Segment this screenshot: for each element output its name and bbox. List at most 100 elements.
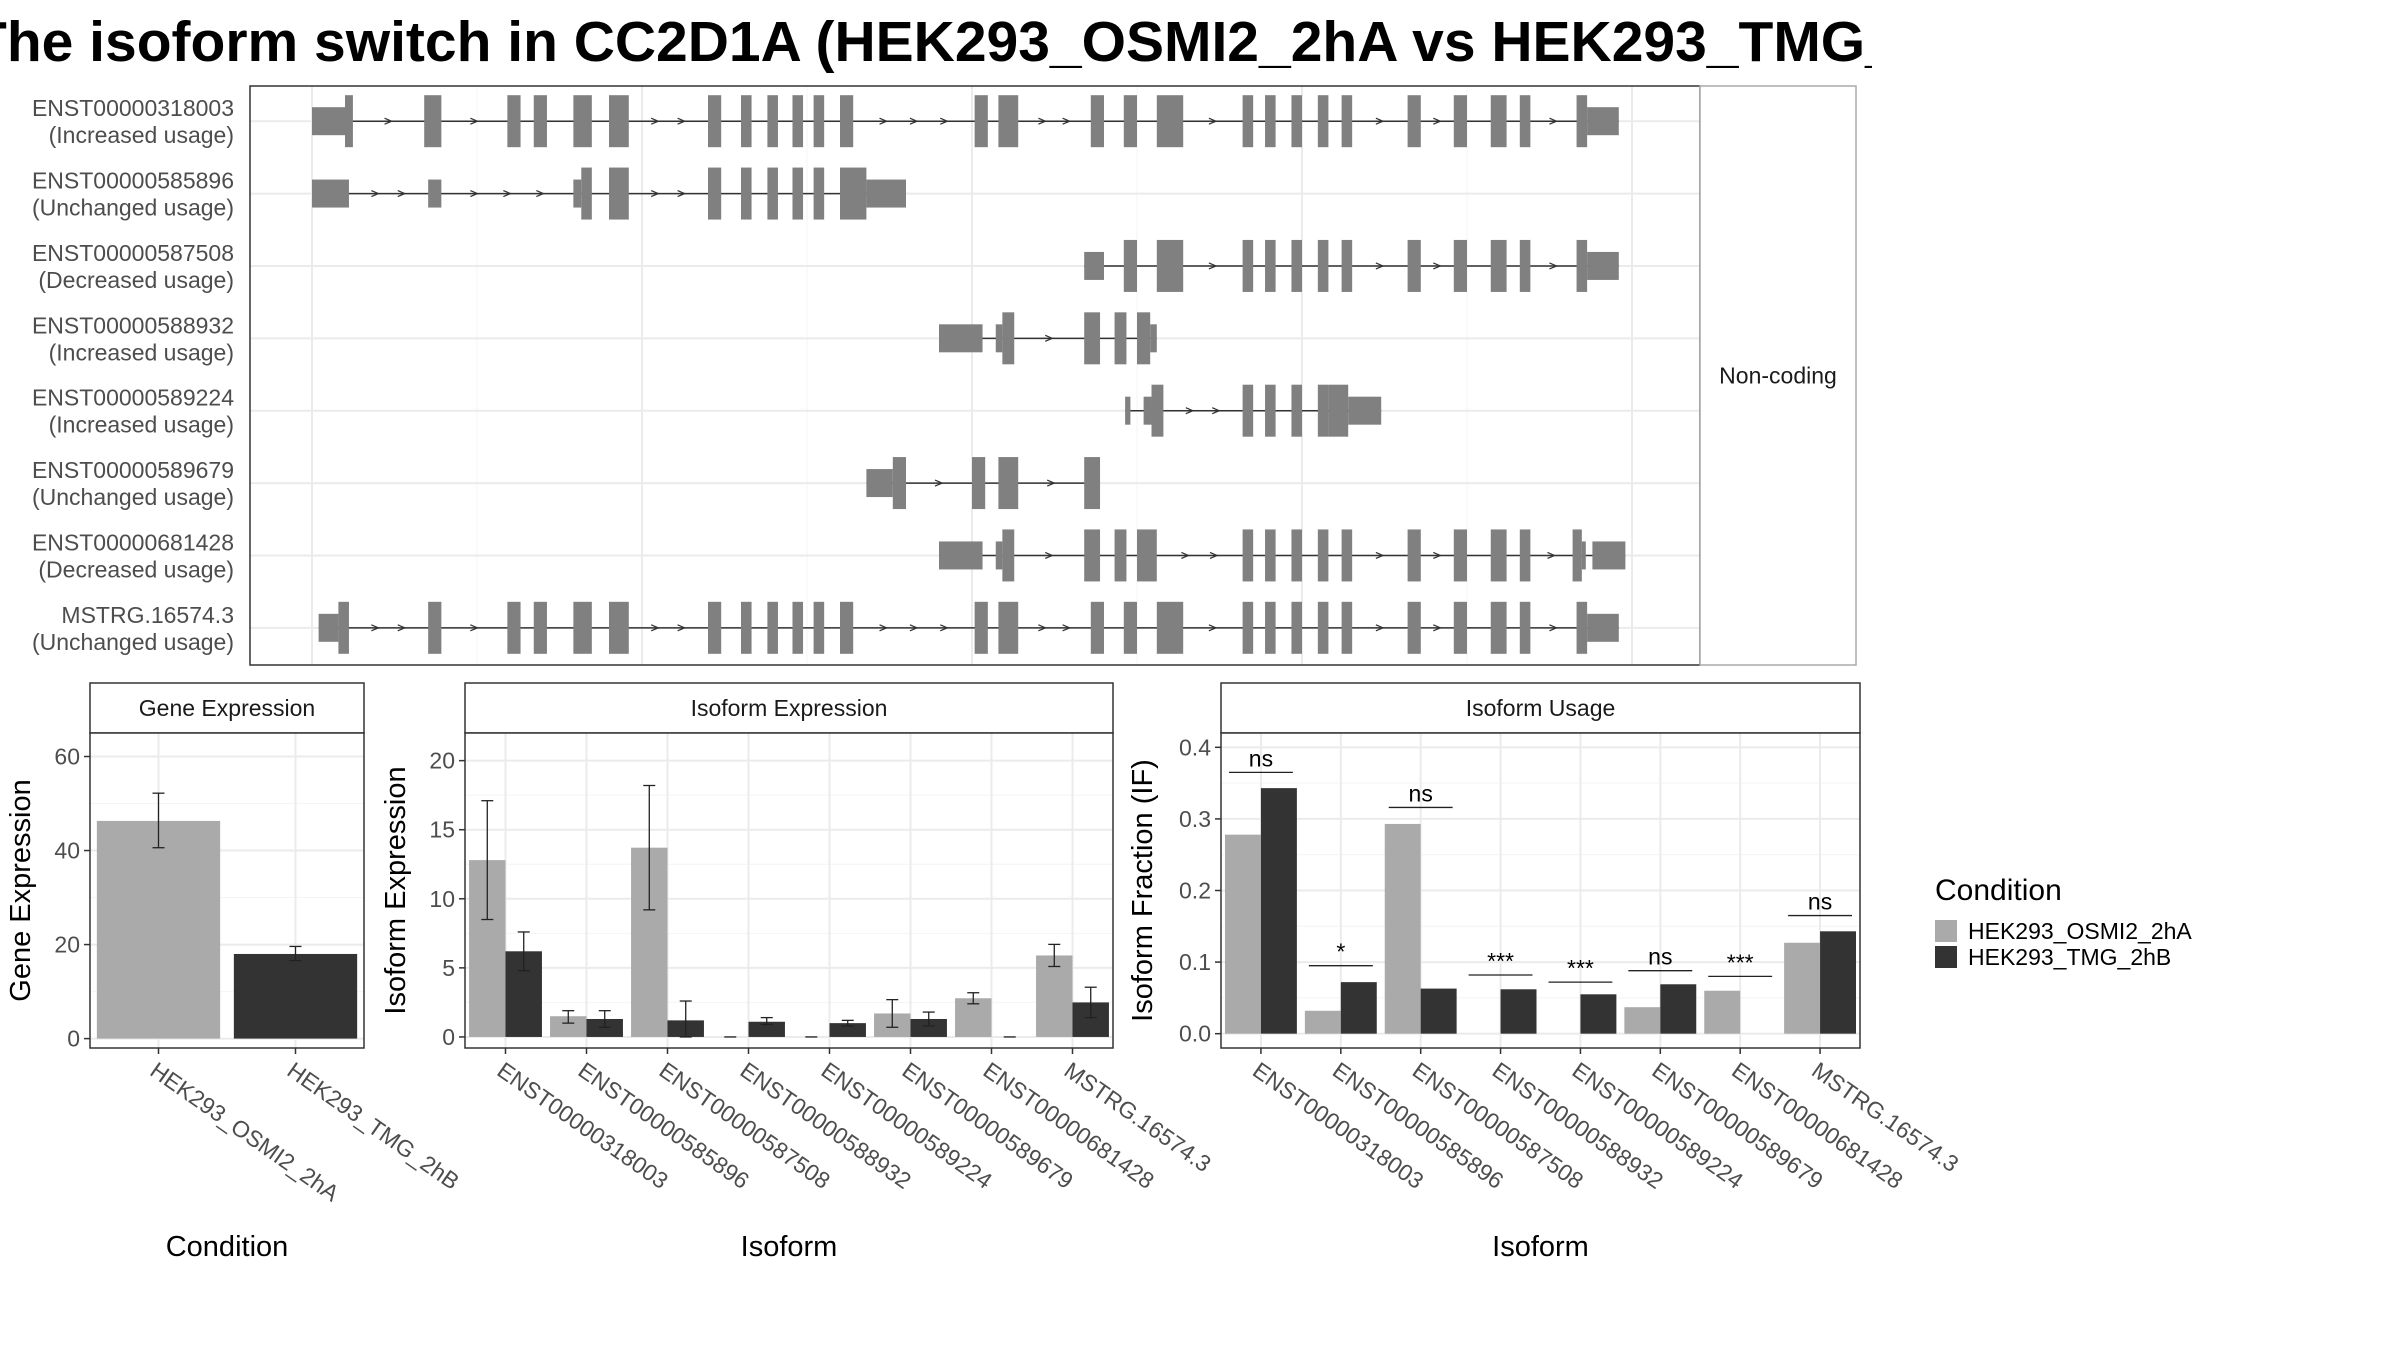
exon-coding bbox=[533, 95, 547, 148]
y-tick-label: 0.4 bbox=[1179, 734, 1211, 760]
exon-coding bbox=[741, 601, 752, 654]
intron-arrow bbox=[879, 624, 889, 632]
exon-utr bbox=[1587, 107, 1619, 136]
bar bbox=[910, 1018, 947, 1037]
exon-utr bbox=[1348, 396, 1382, 425]
intron-arrow bbox=[650, 189, 660, 198]
transcript-track bbox=[1084, 239, 1619, 292]
intron-arrow bbox=[909, 624, 919, 632]
panel-strip bbox=[464, 682, 1114, 734]
exon-coding bbox=[338, 601, 349, 654]
bar bbox=[550, 1016, 587, 1037]
exon-coding bbox=[533, 601, 547, 654]
exon-coding bbox=[428, 601, 442, 654]
exon-coding bbox=[792, 601, 804, 654]
exon-coding bbox=[1291, 239, 1302, 292]
exon-coding bbox=[1156, 95, 1184, 148]
bar bbox=[1304, 1010, 1341, 1034]
intron-arrow bbox=[1044, 551, 1054, 560]
intron-arrow bbox=[677, 117, 687, 125]
exon-coding bbox=[767, 601, 778, 654]
intron-arrow bbox=[1549, 624, 1559, 632]
exon-coding bbox=[1291, 529, 1302, 582]
bar bbox=[748, 1021, 785, 1037]
exon-utr bbox=[1084, 251, 1104, 280]
y-tick-label: 40 bbox=[54, 838, 80, 864]
intron-arrow bbox=[1181, 551, 1191, 560]
exon-coding bbox=[813, 95, 825, 148]
y-tick-label: 5 bbox=[442, 955, 455, 981]
intron-arrow bbox=[909, 117, 919, 125]
exon-utr bbox=[428, 179, 442, 208]
bar bbox=[1580, 994, 1617, 1034]
transcript-id-label: ENST00000588932 bbox=[32, 312, 234, 338]
transcript-id-label: ENST00000589679 bbox=[32, 457, 234, 483]
exon-coding bbox=[1114, 312, 1127, 365]
legend-item-label: HEK293_TMG_2hB bbox=[1968, 944, 2171, 970]
significance-label: ns bbox=[1808, 889, 1832, 915]
y-axis-title: Isoform Fraction (IF) bbox=[1127, 759, 1159, 1022]
intron-arrow bbox=[470, 117, 480, 125]
intron-arrow bbox=[1211, 407, 1221, 415]
exon-coding bbox=[573, 601, 592, 654]
exon-coding bbox=[1317, 601, 1329, 654]
transcript-track bbox=[1125, 384, 1382, 437]
bar bbox=[1036, 955, 1073, 1037]
intron-arrow bbox=[1062, 624, 1072, 632]
exon-coding bbox=[840, 601, 854, 654]
intron-arrow bbox=[371, 624, 381, 632]
exon-coding bbox=[1002, 312, 1015, 365]
intron-arrow bbox=[1208, 624, 1218, 632]
exon-coding bbox=[1576, 601, 1588, 654]
panel-strip-label: Gene Expression bbox=[139, 695, 315, 721]
exon-coding bbox=[609, 601, 629, 654]
exon-coding bbox=[1453, 95, 1467, 148]
exon-coding bbox=[1291, 384, 1302, 437]
transcript-id-label: ENST00000318003 bbox=[32, 95, 234, 121]
exon-coding bbox=[792, 167, 804, 220]
exon-coding bbox=[708, 167, 722, 220]
y-tick-label: 0 bbox=[67, 1026, 80, 1052]
exon-coding bbox=[1242, 384, 1254, 437]
exon-coding bbox=[1519, 601, 1531, 654]
exon-coding bbox=[424, 95, 442, 148]
exon-coding bbox=[767, 167, 778, 220]
exon-coding bbox=[998, 457, 1019, 510]
exon-utr bbox=[1587, 613, 1619, 642]
significance-label: *** bbox=[1567, 955, 1594, 981]
exon-coding bbox=[1242, 601, 1254, 654]
intron-arrow bbox=[1375, 117, 1385, 125]
legend-swatch bbox=[1935, 946, 1957, 968]
significance-label: ns bbox=[1409, 780, 1433, 806]
exon-utr bbox=[1587, 251, 1619, 280]
y-tick-label: 10 bbox=[429, 886, 455, 912]
exon-utr bbox=[318, 613, 339, 642]
y-tick-label: 20 bbox=[429, 748, 455, 774]
exon-coding bbox=[1242, 239, 1254, 292]
intron-arrow bbox=[397, 189, 407, 198]
bar bbox=[1500, 989, 1537, 1034]
intron-arrow bbox=[536, 189, 546, 198]
exon-coding bbox=[1242, 529, 1254, 582]
legend-item-label: HEK293_OSMI2_2hA bbox=[1968, 918, 2192, 944]
exon-coding bbox=[1490, 601, 1507, 654]
intron-arrow bbox=[1038, 117, 1048, 125]
structure-plot-bg bbox=[250, 86, 1700, 665]
transcript-usage-label: (Unchanged usage) bbox=[32, 484, 234, 510]
exon-coding bbox=[1490, 239, 1507, 292]
x-axis-title: Isoform bbox=[741, 1231, 838, 1263]
exon-coding bbox=[1407, 239, 1421, 292]
exon-coding bbox=[1084, 457, 1101, 510]
exon-utr bbox=[1125, 396, 1131, 425]
exon-coding bbox=[1328, 384, 1349, 437]
transcript-usage-label: (Increased usage) bbox=[49, 122, 234, 148]
exon-utr bbox=[866, 179, 906, 208]
intron-arrow bbox=[1375, 551, 1385, 560]
intron-arrow bbox=[1185, 407, 1195, 415]
intron-arrow bbox=[650, 624, 660, 632]
exon-coding bbox=[609, 95, 629, 148]
transcript-usage-label: (Decreased usage) bbox=[38, 556, 234, 582]
exon-coding bbox=[1519, 529, 1531, 582]
bar bbox=[1820, 931, 1857, 1034]
exon-utr bbox=[312, 107, 345, 136]
